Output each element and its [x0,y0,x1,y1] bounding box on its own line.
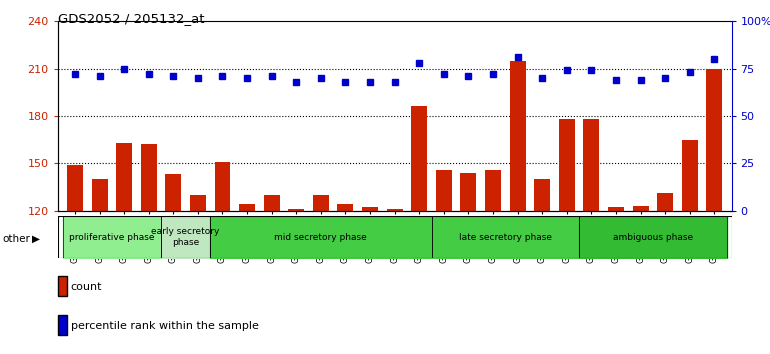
Bar [411,107,427,211]
Text: count: count [71,282,102,292]
Bar [706,69,722,211]
Bar [559,119,574,211]
Bar [67,165,83,211]
Bar [436,170,452,211]
Bar [632,206,648,211]
Text: mid secretory phase: mid secretory phase [274,233,367,242]
Text: GDS2052 / 205132_at: GDS2052 / 205132_at [58,12,204,25]
Bar [485,170,501,211]
Bar [681,139,698,211]
Bar [92,179,108,211]
Bar [215,162,230,211]
Text: ▶: ▶ [32,234,40,244]
Bar [584,119,599,211]
Bar [190,195,206,211]
Bar [116,143,132,211]
Bar [166,174,181,211]
Text: proliferative phase: proliferative phase [69,233,155,242]
Bar [288,209,304,211]
Text: percentile rank within the sample: percentile rank within the sample [71,321,259,331]
Bar [657,193,673,211]
Bar [263,195,280,211]
Text: late secretory phase: late secretory phase [459,233,552,242]
Text: other: other [2,234,30,244]
Bar [387,209,403,211]
Text: early secretory
phase: early secretory phase [152,228,219,247]
Bar [337,204,353,211]
Bar [534,179,550,211]
Bar [313,195,329,211]
Bar [460,173,477,211]
Bar [239,204,255,211]
Bar [608,207,624,211]
Text: ambiguous phase: ambiguous phase [613,233,693,242]
Bar [510,61,526,211]
Bar [141,144,157,211]
Bar [362,207,378,211]
